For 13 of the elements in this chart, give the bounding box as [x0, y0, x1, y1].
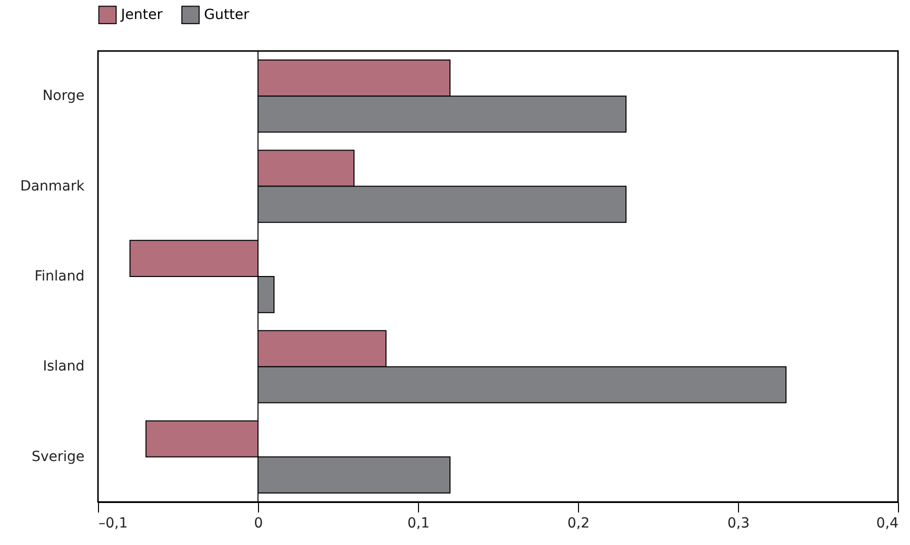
x-tick-label: 0 [254, 516, 263, 532]
x-tick-label: –0,1 [98, 516, 128, 532]
y-tick-label: Finland [34, 268, 84, 284]
x-tick-label: 0,4 [876, 516, 899, 532]
y-tick-label: Danmark [20, 178, 86, 194]
x-tick-label: 0,2 [567, 516, 590, 532]
legend-label: Jenter [120, 6, 163, 23]
legend-label: Gutter [204, 6, 250, 23]
x-tick-label: 0,3 [727, 516, 750, 532]
y-tick-label: Island [42, 358, 84, 375]
y-tick-label: Sverige [32, 448, 84, 465]
y-tick-label: Norge [42, 88, 84, 104]
x-tick-label: 0,1 [407, 516, 430, 532]
